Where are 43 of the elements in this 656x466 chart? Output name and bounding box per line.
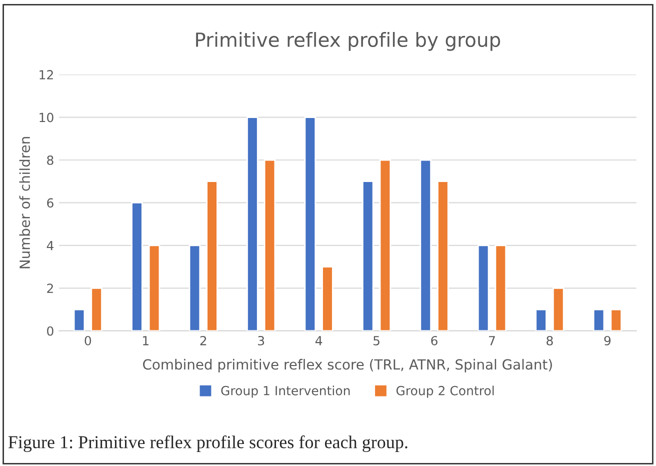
x-tick-label: 4 (315, 336, 322, 346)
y-tick-label: 12 (40, 70, 53, 80)
bar (362, 180, 374, 331)
bar (90, 287, 102, 331)
x-tick-label: 9 (604, 336, 611, 346)
bar (246, 116, 258, 331)
x-tick-label: 1 (143, 336, 148, 346)
y-axis-title: Number of children (19, 137, 30, 268)
x-tick-label: 6 (431, 336, 438, 346)
x-tick-label: 8 (546, 336, 553, 346)
chart-title: Primitive reflex profile by group (196, 32, 500, 51)
bar (552, 287, 564, 331)
y-tick-label: 2 (47, 284, 53, 293)
caption: Figure 1: Primitive reflex profile scores for each group. (8, 435, 408, 452)
legend-label: Group 2 Control (396, 386, 494, 398)
bar (420, 159, 432, 331)
bar (322, 266, 334, 331)
x-tick-label: 0 (84, 336, 92, 346)
bar (206, 180, 218, 331)
y-tick-label: 8 (47, 155, 54, 165)
bar (304, 116, 316, 331)
bar (73, 308, 86, 331)
bar (477, 244, 490, 331)
x-tick-label: 2 (200, 336, 206, 346)
x-tick-label: 7 (489, 336, 495, 346)
bar (610, 308, 622, 331)
x-axis-title: Combined primitive reflex score (TRL, ATNR, Spinal Galant) (143, 358, 552, 372)
x-tick-label: 3 (258, 336, 264, 346)
y-tick-label: 6 (47, 198, 54, 208)
bar (188, 244, 201, 331)
y-tick-label: 0 (47, 326, 54, 336)
bar (535, 308, 547, 331)
bar (437, 180, 449, 331)
bar (264, 159, 276, 331)
bar (379, 159, 392, 331)
y-tick-label: 10 (40, 112, 54, 122)
x-tick-label: 5 (374, 336, 380, 346)
bar (592, 308, 605, 331)
legend-label: Group 1 Intervention (221, 386, 350, 398)
y-tick-label: 4 (46, 241, 54, 250)
bar (131, 202, 143, 331)
bar (494, 244, 507, 331)
bar (148, 244, 160, 331)
